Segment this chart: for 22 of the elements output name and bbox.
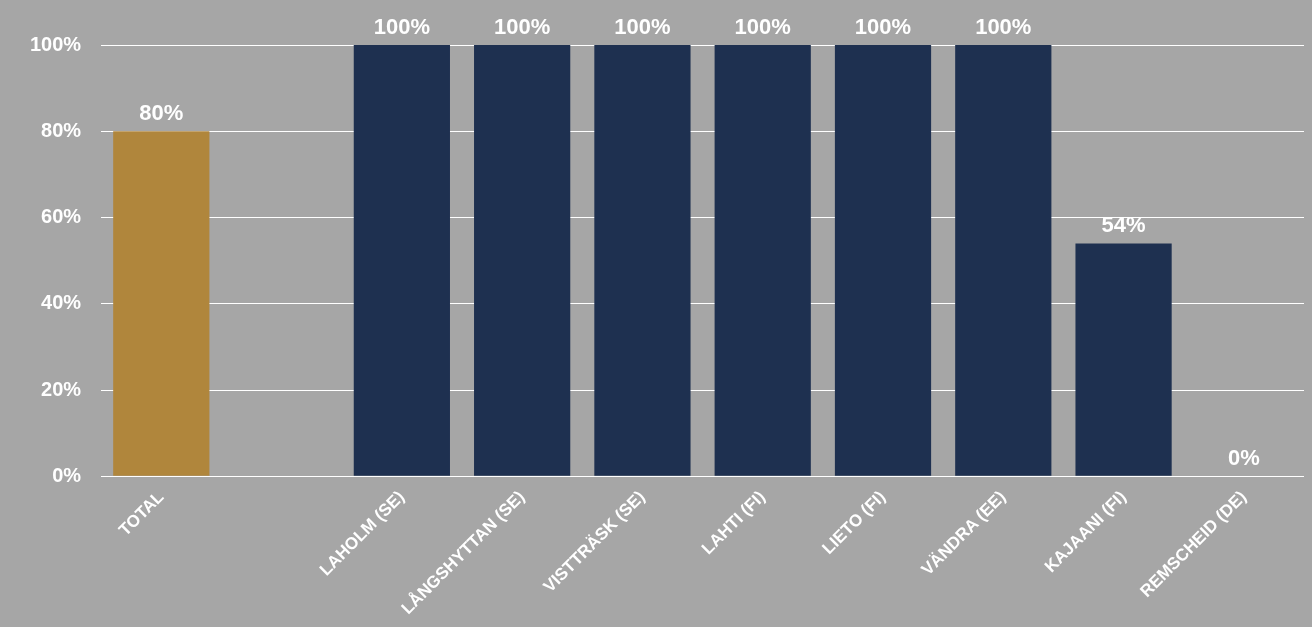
data-label: 100% xyxy=(494,14,551,40)
y-tick-label: 100% xyxy=(30,32,82,55)
data-label: 100% xyxy=(975,14,1032,40)
data-label: 100% xyxy=(854,14,912,40)
bar xyxy=(113,131,210,476)
data-label: 80% xyxy=(139,100,184,126)
bar xyxy=(955,45,1052,476)
y-tick-label: 0% xyxy=(52,463,82,486)
data-label: 100% xyxy=(614,14,671,40)
bar xyxy=(353,45,450,476)
bar xyxy=(834,45,932,476)
y-tick-label: 80% xyxy=(41,118,82,141)
data-label: 100% xyxy=(734,14,791,40)
y-tick-label: 60% xyxy=(41,205,82,228)
bar xyxy=(594,45,691,476)
bar xyxy=(474,45,571,476)
y-tick-label: 40% xyxy=(41,291,82,314)
bar xyxy=(1075,243,1172,476)
bar xyxy=(714,45,811,476)
y-tick-label: 20% xyxy=(41,377,82,400)
data-label: 100% xyxy=(373,14,430,40)
data-label: 0% xyxy=(1227,445,1260,471)
